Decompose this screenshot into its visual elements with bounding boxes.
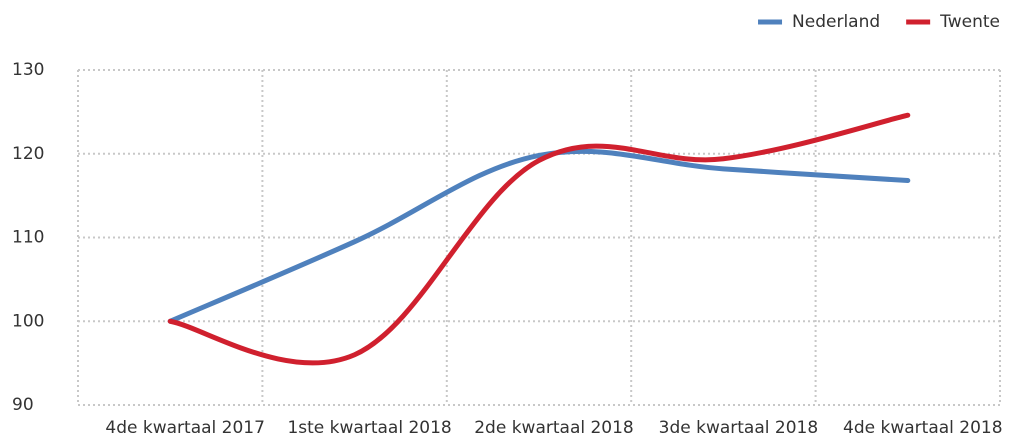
x-tick-label: 1ste kwartaal 2018 bbox=[287, 418, 451, 438]
x-tick-label: 4de kwartaal 2017 bbox=[105, 418, 265, 438]
y-tick-label: 110 bbox=[12, 228, 44, 248]
y-tick-label: 90 bbox=[12, 395, 34, 415]
y-tick-label: 120 bbox=[12, 144, 44, 164]
x-tick-label: 2de kwartaal 2018 bbox=[474, 418, 634, 438]
line-series bbox=[167, 112, 911, 366]
y-tick-label: 130 bbox=[12, 60, 44, 80]
legend-label: Nederland bbox=[792, 12, 880, 32]
x-tick-label: 3de kwartaal 2018 bbox=[659, 418, 819, 438]
y-tick-label: 100 bbox=[12, 311, 44, 331]
x-tick-label: 4de kwartaal 2018 bbox=[843, 418, 1003, 438]
legend-label: Twente bbox=[939, 12, 1000, 32]
line-series bbox=[167, 148, 911, 324]
